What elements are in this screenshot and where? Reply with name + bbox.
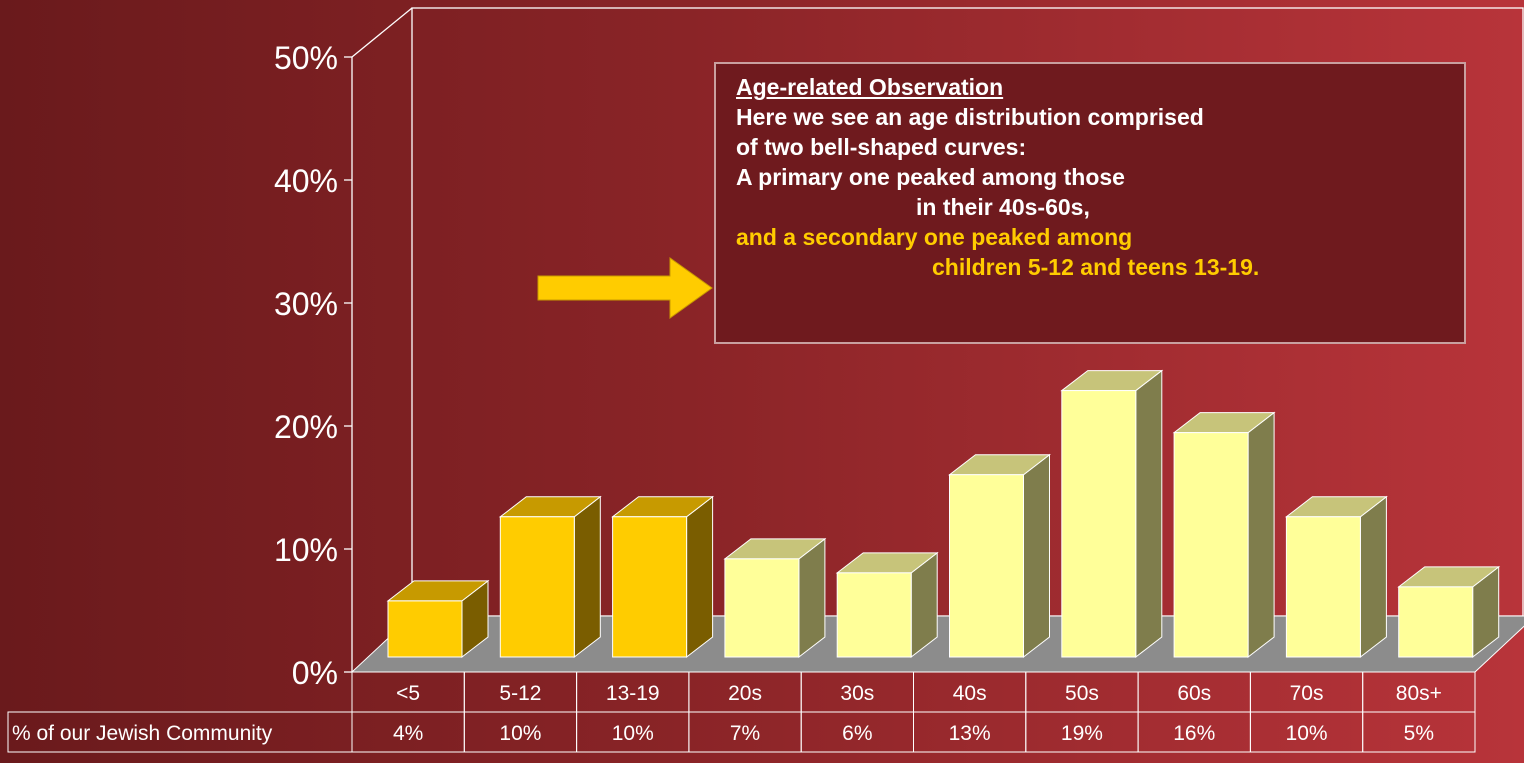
data-label: 13% [949, 722, 991, 745]
chart-bars [386, 369, 1501, 659]
x-tick-label: 80s+ [1396, 682, 1442, 705]
x-tick-label: 50s [1065, 682, 1099, 705]
bar-20s [723, 537, 827, 659]
data-table: % of our Jewish Community <5 4% 5-12 10% 13-1… [7, 671, 1476, 753]
bar-side [573, 495, 601, 659]
y-axis-ticks: 0% 10% 20% 30% 40% 50% [274, 40, 352, 691]
callout-line: A primary one peaked among those [736, 164, 1125, 190]
x-tick-label: 40s [953, 682, 987, 705]
callout-line-highlight: children 5-12 and teens 13-19. [932, 254, 1260, 280]
bar-front [612, 516, 688, 658]
bar-side [1247, 411, 1275, 659]
bar-front [1398, 586, 1474, 658]
callout-line: Here we see an age distribution comprise… [736, 104, 1204, 130]
bar-front [836, 572, 912, 658]
y-tick-label: 40% [274, 163, 338, 199]
bar-5-12 [498, 495, 602, 659]
bar-<5 [386, 579, 490, 659]
bar-front [1285, 516, 1361, 658]
callout-line: of two bell-shaped curves: [736, 134, 1027, 160]
bar-60s [1172, 411, 1276, 659]
callout-title: Age-related Observation [736, 74, 1004, 100]
y-tick-label: 50% [274, 40, 338, 76]
bar-50s [1060, 369, 1164, 659]
data-label: 6% [842, 722, 872, 745]
y-tick-label: 20% [274, 409, 338, 445]
bar-side [1023, 453, 1050, 659]
bar-side [1359, 495, 1387, 659]
x-tick-label: 13-19 [606, 682, 660, 705]
bar-80s+ [1397, 565, 1501, 659]
y-tick-label: 30% [274, 286, 338, 322]
x-tick-label: 70s [1290, 682, 1324, 705]
bar-side [798, 537, 826, 659]
bar-front [387, 600, 463, 658]
data-label: 7% [730, 722, 760, 745]
bar-front [724, 558, 800, 658]
observation-callout: Age-related Observation Here we see an a… [714, 62, 1466, 344]
x-tick-label: <5 [396, 682, 420, 705]
bar-30s [835, 551, 939, 659]
right-arrow-icon [537, 257, 713, 319]
wall-edge [351, 7, 413, 58]
data-label: 10% [499, 722, 541, 745]
data-label: 19% [1061, 722, 1103, 745]
x-tick-label: 60s [1177, 682, 1211, 705]
data-label: 4% [393, 722, 423, 745]
callout-line: in their 40s-60s, [916, 194, 1090, 220]
y-tick-label: 0% [292, 655, 338, 691]
y-tick-label: 10% [274, 532, 338, 568]
table-value-cell [1362, 711, 1476, 753]
bar-side [1135, 369, 1163, 659]
x-tick-label: 5-12 [499, 682, 541, 705]
data-label: 5% [1404, 722, 1434, 745]
bar-front [1061, 390, 1137, 658]
bar-front [499, 516, 575, 658]
data-label: 10% [1286, 722, 1328, 745]
data-label: 16% [1173, 722, 1215, 745]
bar-side [686, 495, 714, 659]
data-label: 10% [612, 722, 654, 745]
bar-40s [948, 453, 1051, 659]
callout-line-highlight: and a secondary one peaked among [736, 224, 1133, 250]
bar-front [1173, 432, 1249, 658]
bar-70s [1284, 495, 1388, 659]
bar-front [949, 474, 1024, 658]
table-row-label: % of our Jewish Community [12, 722, 273, 745]
bar-13-19 [611, 495, 715, 659]
x-tick-label: 30s [840, 682, 874, 705]
x-tick-label: 20s [728, 682, 762, 705]
